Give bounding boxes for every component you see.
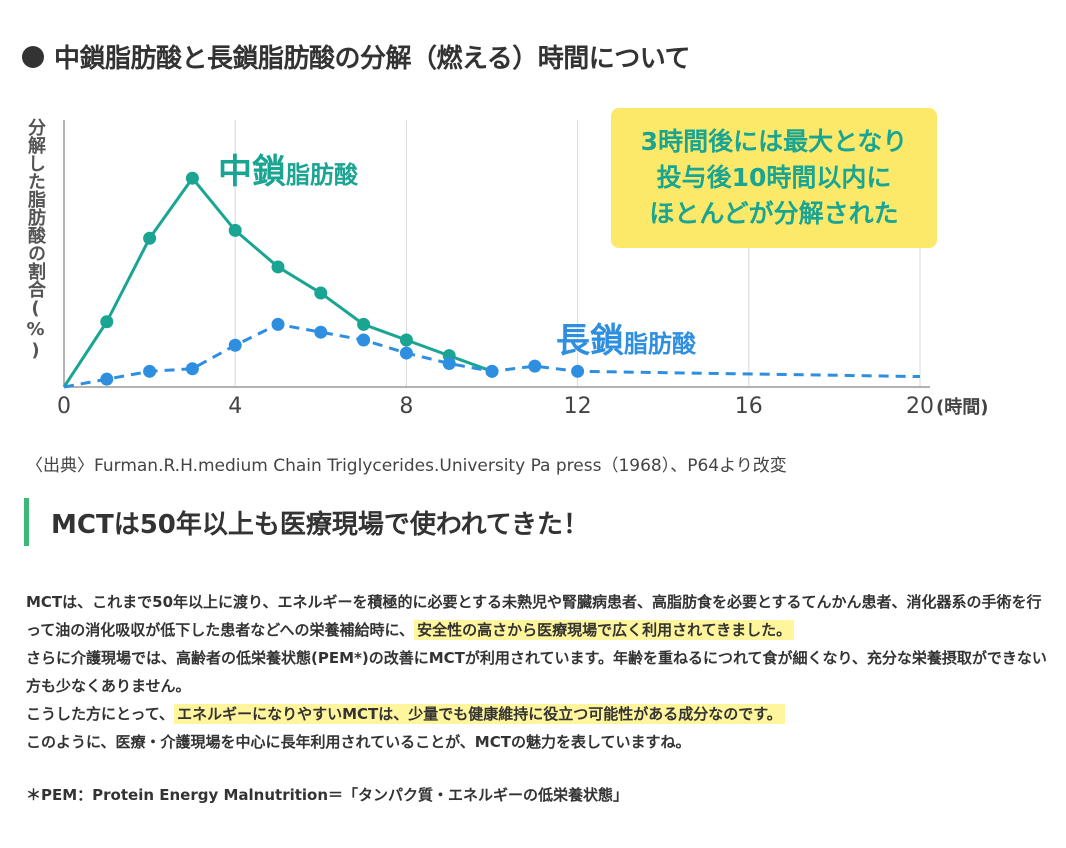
x-tick-label: 0 [57, 394, 71, 419]
x-tick-label: 20 [906, 394, 934, 419]
section-title-text: MCTは50年以上も医療現場で使われてきた！ [51, 509, 590, 540]
data-point [571, 364, 585, 378]
paragraph-text: このように、医療・介護現場を中心に長年利用されていることが、MCTの魅力を表して… [26, 733, 691, 751]
source-citation: 〈出典〉Furman.R.H.medium Chain Triglyceride… [26, 456, 787, 476]
series-label-sub: 脂肪酸 [624, 330, 697, 358]
bullet-dot-icon [22, 45, 44, 68]
series-label-main: 長鎖 [556, 321, 624, 361]
highlight-text: エネルギーになりやすいMCTは、少量でも健康維持に役立つ可能性がある成分なのです… [174, 704, 785, 724]
paragraph-text: こうした方にとって、 [26, 705, 175, 723]
series-label: 長鎖脂肪酸 [556, 321, 697, 361]
data-point [271, 260, 285, 274]
data-point [143, 364, 157, 378]
data-point [100, 315, 114, 329]
paragraph: MCTは、これまで50年以上に渡り、エネルギーを積極的に必要とする未熟児や腎臓病… [26, 588, 1056, 644]
x-unit-label: (時間) [936, 397, 988, 418]
x-tick-label: 16 [735, 394, 763, 419]
x-tick-label: 4 [228, 394, 242, 419]
callout-line-2: 投与後10時間以内に [656, 163, 892, 192]
series-label: 中鎖脂肪酸 [218, 152, 359, 192]
series-label-sub: 脂肪酸 [286, 161, 359, 189]
page-heading-text: 中鎖脂肪酸と長鎖脂肪酸の分解（燃える）時間について [54, 44, 690, 74]
data-point [357, 333, 371, 347]
callout-line-1: 3時間後には最大となり [640, 127, 908, 156]
data-point [185, 362, 199, 376]
data-point [485, 364, 499, 378]
callout-line-3: ほとんどが分解された [649, 199, 899, 228]
data-point [357, 317, 371, 331]
y-axis-label: 分解した脂肪酸の割合(%) [25, 118, 46, 361]
series-label-main: 中鎖 [218, 152, 286, 192]
highlight-text: 安全性の高さから医療現場で広く利用されてきました。 [414, 620, 795, 640]
section-title: MCTは50年以上も医療現場で使われてきた！ [24, 498, 589, 546]
data-point [399, 333, 413, 347]
series-line-long-chain [63, 322, 921, 389]
paragraph: こうした方にとって、 エネルギーになりやすいMCTは、少量でも健康維持に役立つ可能… [26, 700, 1056, 728]
data-point [314, 325, 328, 339]
paragraph: このように、医療・介護現場を中心に長年利用されていることが、MCTの魅力を表して… [26, 728, 1056, 756]
data-point [528, 359, 542, 373]
data-point [314, 286, 328, 300]
data-point [185, 171, 199, 185]
body-text: MCTは、これまで50年以上に渡り、エネルギーを積極的に必要とする未熟児や腎臓病… [26, 588, 1056, 756]
data-point [228, 223, 242, 237]
data-point [271, 317, 285, 331]
data-point [228, 338, 242, 352]
x-tick-label: 8 [399, 394, 413, 419]
series-line-medium-chain [62, 176, 493, 388]
data-point [442, 357, 456, 371]
footnote: ＊PEM：Protein Energy Malnutrition＝「タンパク質・… [26, 786, 629, 804]
data-point [399, 346, 413, 360]
chart-callout: 3時間後には最大となり 投与後10時間以内に ほとんどが分解された [611, 108, 937, 248]
data-point [143, 231, 157, 245]
paragraph-text: さらに介護現場では、高齢者の低栄養状態(PEM*)の改善にMCTが利用されていま… [26, 649, 1047, 695]
paragraph: さらに介護現場では、高齢者の低栄養状態(PEM*)の改善にMCTが利用されていま… [26, 644, 1056, 700]
page-heading: 中鎖脂肪酸と長鎖脂肪酸の分解（燃える）時間について [22, 38, 690, 75]
data-point [100, 372, 114, 386]
paragraph-text: MCTは、これまで50年以上に渡り、エネルギーを積極的に必要とする未熟児や腎臓病… [26, 593, 1042, 639]
x-tick-label: 12 [564, 394, 592, 419]
